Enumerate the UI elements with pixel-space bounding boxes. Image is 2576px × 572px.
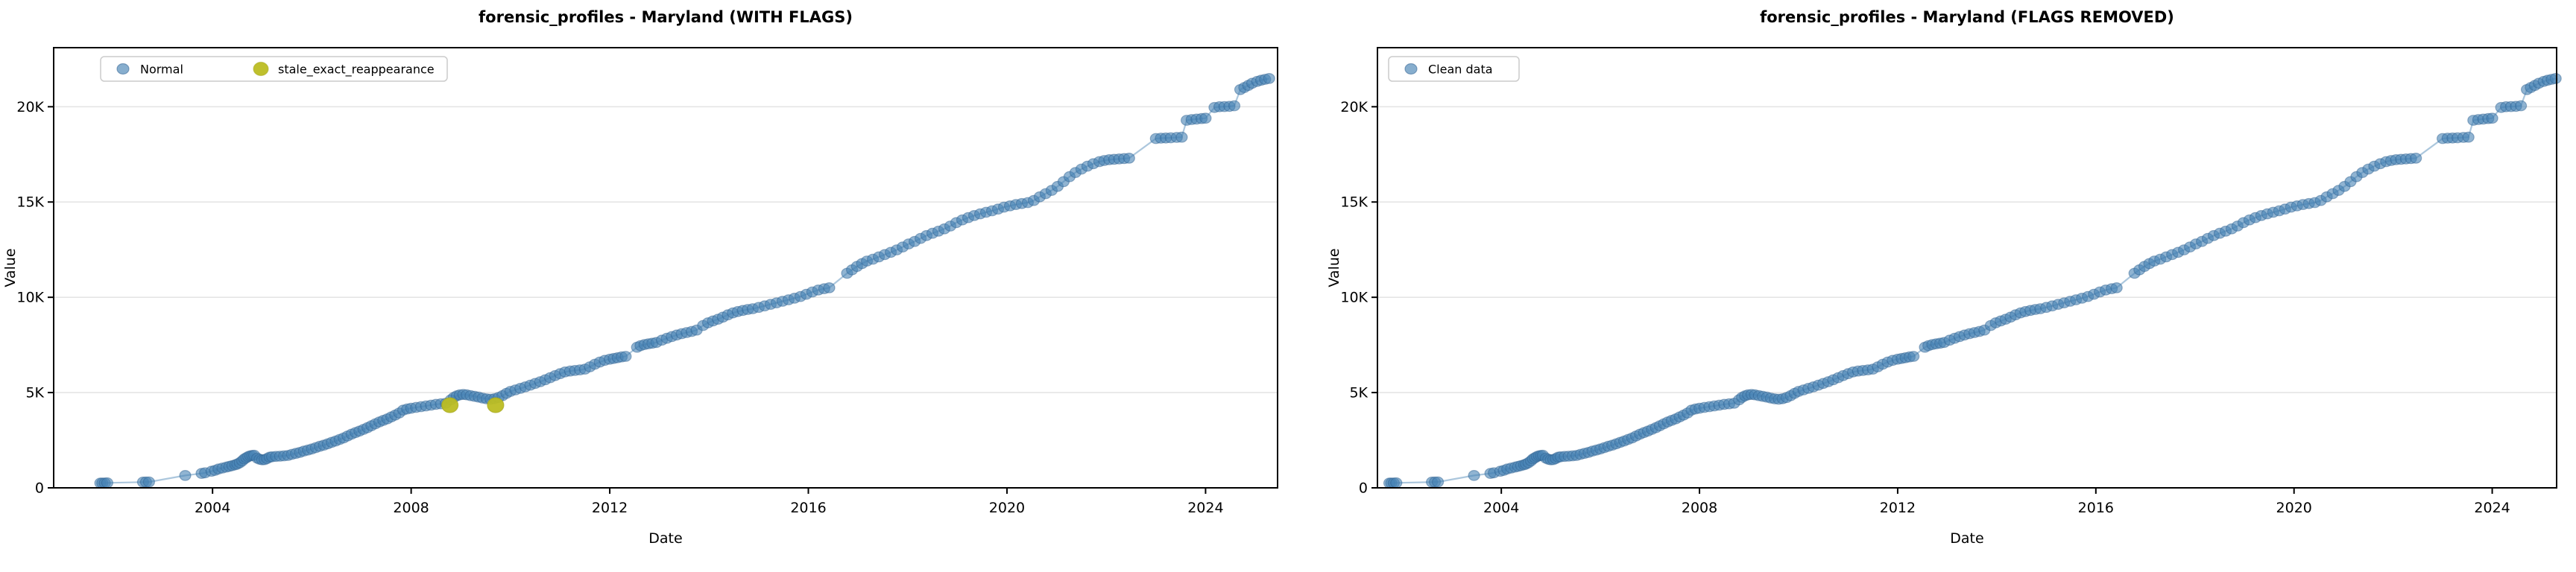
legend-marker-1 <box>253 61 269 77</box>
y-tick-label: 10K <box>1340 290 1368 306</box>
scatter-point-normal <box>1432 476 1445 488</box>
scatter-point-normal <box>1175 131 1188 143</box>
scatter-point-normal <box>2549 72 2562 84</box>
scatter-point-normal <box>1390 477 1403 489</box>
x-tick-label: 2020 <box>2276 500 2312 516</box>
chart-svg-flags-removed: 2004 2008 2012 2016 2020 2024 0 5K 10K 15K 20K fore… <box>1326 8 2562 547</box>
scatter-point-normal <box>1468 470 1480 481</box>
x-tick-label: 2024 <box>2474 500 2510 516</box>
x-tick-label: 2024 <box>1187 500 1223 516</box>
gridlines <box>54 106 1278 393</box>
scatter-series-0 <box>1383 72 2562 489</box>
legend: Clean data <box>1388 56 1520 82</box>
scatter-point-normal <box>179 470 192 481</box>
scatter-point-normal <box>2486 112 2498 124</box>
x-tick-label: 2008 <box>393 500 429 516</box>
axis-title-x: Date <box>1950 530 1983 547</box>
y-tick-label: 20K <box>1340 99 1368 115</box>
scatter-series-1 <box>441 397 505 413</box>
scatter-point-normal <box>1199 112 1212 124</box>
scatter-point-normal <box>1228 100 1241 112</box>
scatter-point-normal <box>1123 152 1135 164</box>
x-tick-label: 2004 <box>1483 500 1519 516</box>
legend-marker-0 <box>116 63 130 75</box>
x-tick-label: 2004 <box>195 500 230 516</box>
legend-marker-0 <box>1404 63 1418 75</box>
legend-label-0: Normal <box>140 63 183 77</box>
scatter-point-normal <box>101 477 113 489</box>
scatter-point-normal <box>1263 72 1275 84</box>
axis-title-x: Date <box>648 530 682 547</box>
scatter-point-normal <box>2514 100 2528 112</box>
legend: Normal stale_exact_reappearance <box>100 56 448 82</box>
legend-box <box>100 56 448 82</box>
legend-label-0: Clean data <box>1428 63 1493 77</box>
scatter-point-flagged <box>441 397 459 413</box>
scatter-point-normal <box>619 351 632 362</box>
y-tick-label: 10K <box>16 290 44 306</box>
y-tick-label: 20K <box>16 99 44 115</box>
scatter-point-normal <box>2462 131 2475 143</box>
x-tick-label: 2012 <box>592 500 628 516</box>
y-tick-label: 5K <box>25 385 44 401</box>
chart-svg-with-flags: 2004 2008 2012 2016 2020 2024 0 5K 10K 15K 20K fore… <box>2 8 1278 547</box>
data-connector-line <box>1389 77 2556 484</box>
x-tick-label: 2016 <box>790 500 826 516</box>
plot-border <box>1377 47 2557 489</box>
subplot-with-flags: 2004 2008 2012 2016 2020 2024 0 5K 10K 15K 20K fore… <box>2 8 1278 547</box>
y-tick-label: 0 <box>35 480 44 497</box>
y-tick-label: 5K <box>1349 385 1368 401</box>
subplot-flags-removed: 2004 2008 2012 2016 2020 2024 0 5K 10K 15K 20K fore… <box>1288 0 2576 572</box>
y-tick-label: 15K <box>16 194 44 211</box>
x-tick-label: 2020 <box>989 500 1025 516</box>
gridlines <box>1377 106 2557 393</box>
scatter-point-normal <box>142 476 155 488</box>
x-tick-label: 2012 <box>1880 500 1916 516</box>
y-tick-label: 15K <box>1340 194 1368 211</box>
axis-title-y: Value <box>1326 248 1342 287</box>
chart-title: forensic_profiles - Maryland (WITH FLAGS… <box>479 8 853 26</box>
legend-box <box>1388 56 1520 82</box>
legend-label-1: stale_exact_reappearance <box>278 63 435 77</box>
axis-title-y: Value <box>2 248 19 287</box>
y-tick-label: 0 <box>1359 480 1368 497</box>
scatter-point-normal <box>2410 152 2422 164</box>
scatter-series-0 <box>94 72 1275 489</box>
x-tick-label: 2016 <box>2078 500 2114 516</box>
plot-border <box>53 47 1278 489</box>
scatter-point-flagged <box>487 397 505 413</box>
scatter-point-normal <box>2110 282 2123 293</box>
data-connector-line <box>100 77 1269 484</box>
chart-title: forensic_profiles - Maryland (FLAGS REMO… <box>1760 8 2174 26</box>
scatter-point-normal <box>1907 351 1920 362</box>
x-tick-label: 2008 <box>1682 500 1717 516</box>
scatter-point-normal <box>823 282 836 293</box>
